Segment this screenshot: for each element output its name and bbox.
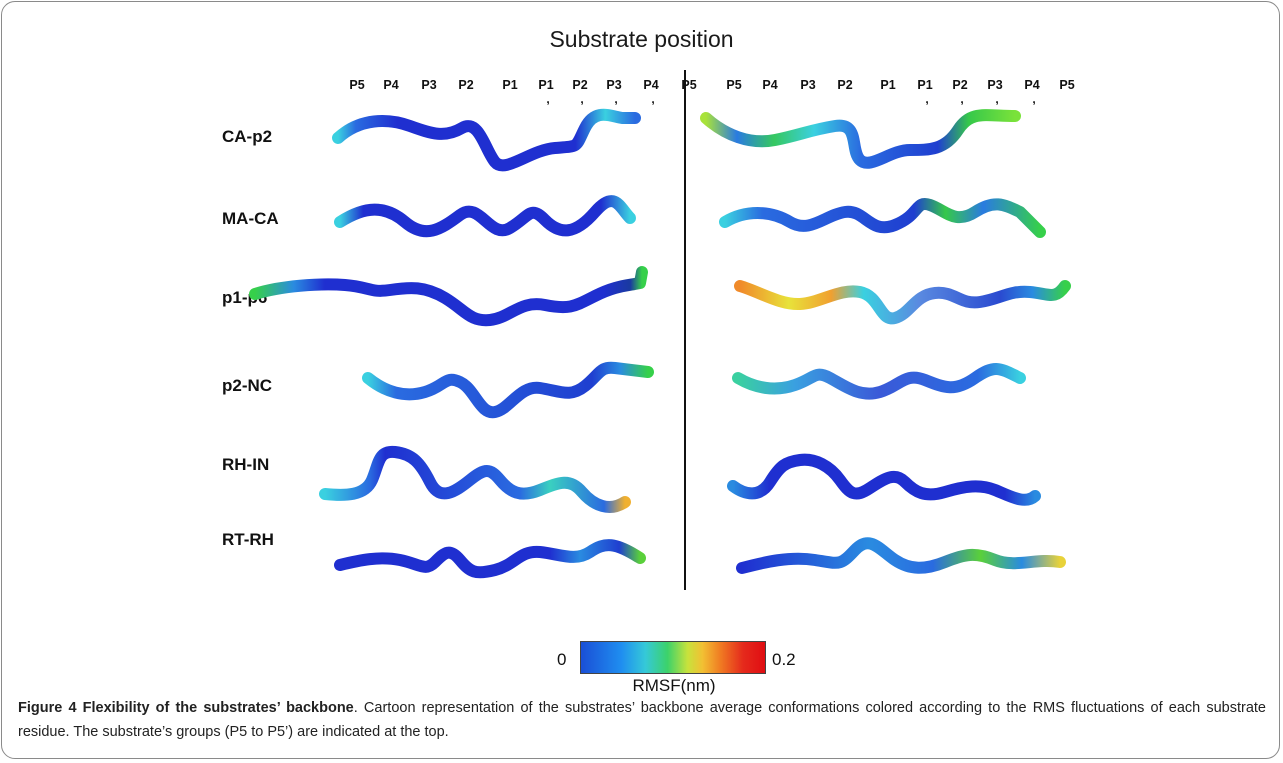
prime-mark: , (546, 92, 550, 106)
position-label: P4 (762, 78, 778, 92)
backbone-p1-p6-left (249, 266, 648, 327)
figure-caption: Figure 4 Flexibility of the substrates’ … (18, 696, 1266, 744)
backbone-p2-nc-right (732, 363, 1026, 400)
prime-mark: , (995, 92, 999, 106)
prime-mark: , (1032, 92, 1036, 106)
row-label-ma-ca: MA-CA (222, 209, 279, 228)
colorbar-label: RMSF(nm) (632, 676, 716, 695)
backbone-ma-ca-left (334, 195, 636, 238)
panel-divider (684, 70, 686, 590)
prime-mark: , (925, 92, 929, 106)
position-label: P2 (572, 78, 588, 92)
backbone-rt-rh-left (334, 539, 646, 579)
position-label: P3 (606, 78, 622, 92)
position-label: P4 (1024, 78, 1040, 92)
position-label: P2 (952, 78, 968, 92)
colorbar (580, 641, 766, 674)
caption-heading: Figure 4 Flexibility of the substrates’ … (18, 700, 354, 716)
position-label: P5 (726, 78, 742, 92)
position-label: P3 (987, 78, 1003, 92)
prime-mark: , (651, 92, 655, 106)
position-label: P4 (643, 78, 659, 92)
position-label: P2 (837, 78, 853, 92)
backbone-rh-in-right (727, 453, 1041, 506)
backbone-ca-p2-left (332, 108, 641, 172)
row-label-rt-rh: RT-RH (222, 530, 274, 549)
position-label: P2 (458, 78, 474, 92)
colorbar-min: 0 (557, 650, 567, 669)
caption-text: . Cartoon representation of the substrat… (18, 700, 1266, 740)
position-label: P1 (917, 78, 933, 92)
backbone-p2-nc-left (362, 361, 654, 419)
backbone-ma-ca-right (719, 198, 1046, 238)
position-label: P1 (880, 78, 896, 92)
position-label: P4 (383, 78, 399, 92)
backbone-p1-p6-right (734, 280, 1071, 325)
position-label: P5 (349, 78, 365, 92)
backbone-rh-in-left (319, 445, 631, 513)
figure-title: Substrate position (549, 26, 734, 52)
row-label-rh-in: RH-IN (222, 455, 270, 474)
position-label: P3 (800, 78, 816, 92)
position-label: P3 (421, 78, 437, 92)
row-label-p2-nc: p2-NC (222, 376, 273, 395)
prime-mark: , (960, 92, 964, 106)
row-label-ca-p2: CA-p2 (222, 127, 273, 146)
position-label: P1 (538, 78, 554, 92)
prime-mark: , (580, 92, 584, 106)
backbone-ca-p2-right (700, 109, 1021, 169)
prime-mark: , (614, 92, 618, 106)
colorbar-max: 0.2 (772, 650, 796, 669)
position-label: P5 (1059, 78, 1075, 92)
backbone-rt-rh-right (736, 537, 1066, 574)
position-label: P1 (502, 78, 518, 92)
